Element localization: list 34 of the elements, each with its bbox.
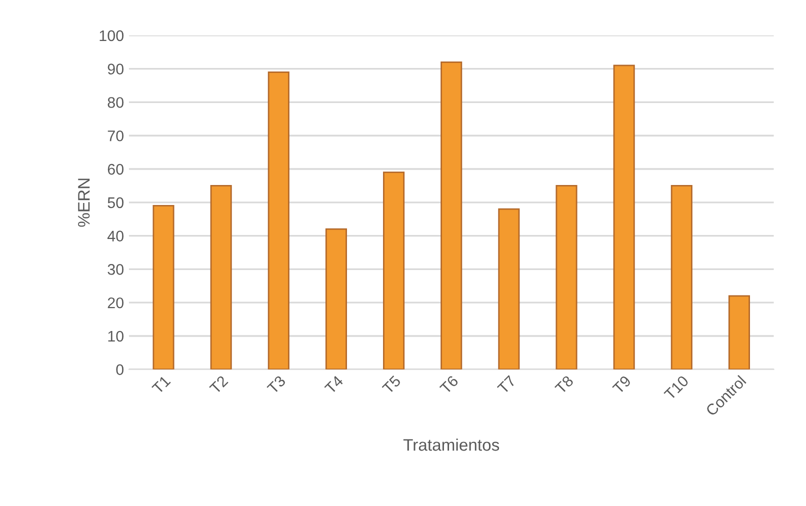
x-tick-label: T8 [554,374,574,395]
y-tick-label: 80 [108,97,124,108]
x-tick-label: T6 [439,375,459,395]
y-tick-label: 30 [108,264,124,275]
x-tick-label: T9 [612,375,632,395]
bar [210,185,232,370]
x-tick-label: T3 [266,375,286,395]
x-tick-label: T2 [208,375,228,394]
bar [440,61,462,370]
bar [670,185,692,370]
y-tick-label: 100 [100,30,124,42]
y-axis-title: %ERN [78,178,90,227]
bar [613,64,635,370]
x-tick-label: T5 [382,375,402,395]
bar [728,295,750,370]
x-axis-title: Tratamientos [403,438,500,451]
bar [325,228,347,370]
y-tick-label: 70 [108,130,124,142]
y-tick-label: 0 [116,364,124,376]
y-tick-label: 40 [107,230,124,242]
x-tick-label: T10 [664,374,690,401]
bar [152,205,174,370]
bar [383,172,405,370]
x-tick-label: T7 [496,375,516,394]
bar [498,208,520,370]
x-tick-label: T4 [324,374,344,394]
x-tick-label: T1 [152,375,171,394]
y-tick-label: 90 [108,64,124,74]
y-tick-label: 60 [108,164,124,175]
y-tick-label: 20 [108,297,124,308]
y-tick-label: 50 [108,197,124,208]
bar [556,185,578,370]
bar [268,71,290,370]
y-tick-label: 10 [108,330,124,342]
